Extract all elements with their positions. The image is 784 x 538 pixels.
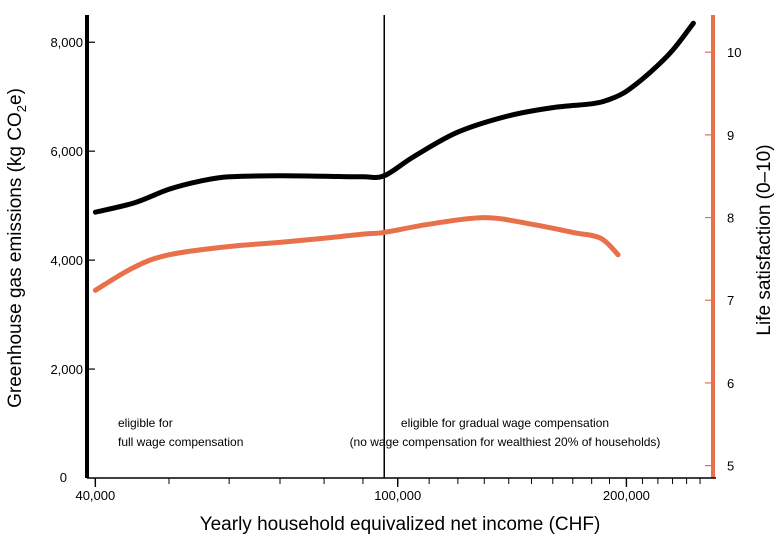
- x-ticks: 40,000 100,000 200,000: [75, 478, 701, 503]
- x-axis-label: Yearly household equivalized net income …: [200, 514, 601, 535]
- y-left-tick-label: 8,000: [50, 35, 83, 50]
- x-tick-label: 40,000: [75, 488, 115, 503]
- y-left-label-sub: 2: [14, 105, 29, 112]
- y-left-tick-label: 2,000: [50, 362, 83, 377]
- y-right-tick-label: 10: [727, 45, 741, 60]
- y-right-tick-label: 5: [727, 459, 734, 474]
- life-satisfaction-line: [92, 215, 621, 293]
- y-left-label-end: e): [5, 88, 26, 105]
- y-right-ticks: 5 6 7 8 9 10: [705, 45, 741, 474]
- emissions-line: [92, 20, 696, 215]
- y-right-tick-label: 6: [727, 376, 734, 391]
- y-right-tick-label: 8: [727, 211, 734, 226]
- x-tick-label: 200,000: [603, 488, 650, 503]
- y-right-tick-label: 9: [727, 128, 734, 143]
- x-tick-label: 100,000: [374, 488, 421, 503]
- annotation-full-line1: eligible for: [118, 416, 173, 430]
- y-left-label-main: Greenhouse gas emissions (kg CO: [5, 112, 26, 408]
- annotation-gradual-line1: eligible for gradual wage compensation: [401, 416, 609, 430]
- y-left-tick-label: 4,000: [50, 253, 83, 268]
- y-left-tick-label: 0: [60, 470, 67, 485]
- y-left-ticks: 0 2,000 4,000 6,000 8,000: [50, 35, 95, 485]
- y-right-axis-label: Life satisfaction (0–10): [754, 144, 775, 335]
- series-layer: [92, 20, 696, 293]
- y-left-tick-label: 6,000: [50, 144, 83, 159]
- y-right-tick-label: 7: [727, 293, 734, 308]
- annotation-gradual-line2: (no wage compensation for wealthiest 20%…: [350, 435, 661, 449]
- y-left-axis-label: Greenhouse gas emissions (kg CO2e): [5, 88, 29, 408]
- annotation-full-line2: full wage compensation: [118, 435, 243, 449]
